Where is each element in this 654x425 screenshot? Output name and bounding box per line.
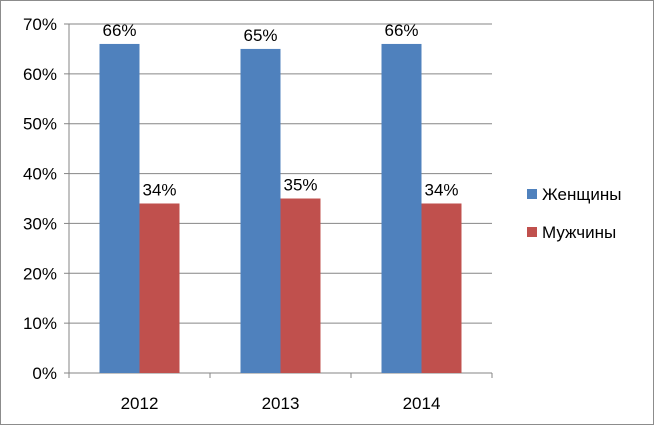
data-label: 35% [283,176,317,195]
bar [99,43,140,373]
y-tick-label: 70% [23,15,57,34]
x-tick-label: 2014 [403,394,441,413]
data-label: 66% [384,21,418,40]
y-tick-label: 30% [23,214,57,233]
data-label: 34% [424,180,458,199]
data-labels: 66% 65% 66% 34% 35% 34% [102,21,458,200]
legend-label: Мужчины [542,223,616,242]
y-tick-label: 20% [23,264,57,283]
bar [381,43,422,373]
bar [421,203,462,373]
data-label: 66% [102,21,136,40]
legend-label: Женщины [542,185,621,204]
axes: 0% 10% 20% 30% 40% 50% 60% 70% 2012 2013 2014 [23,15,493,413]
legend-swatch [527,189,537,199]
x-tick-label: 2012 [121,394,159,413]
x-tick-label: 2013 [262,394,300,413]
legend-swatch [527,227,537,237]
y-tick-label: 40% [23,165,57,184]
y-tick-label: 60% [23,65,57,84]
y-tick-label: 0% [32,364,57,383]
y-tick-label: 10% [23,314,57,333]
legend: Женщины Мужчины [527,185,621,242]
data-label: 34% [142,180,176,199]
bar [280,198,321,373]
data-label: 65% [243,26,277,45]
y-tick-label: 50% [23,115,57,134]
bar [139,203,180,373]
bar [240,48,281,374]
bars [99,43,462,374]
